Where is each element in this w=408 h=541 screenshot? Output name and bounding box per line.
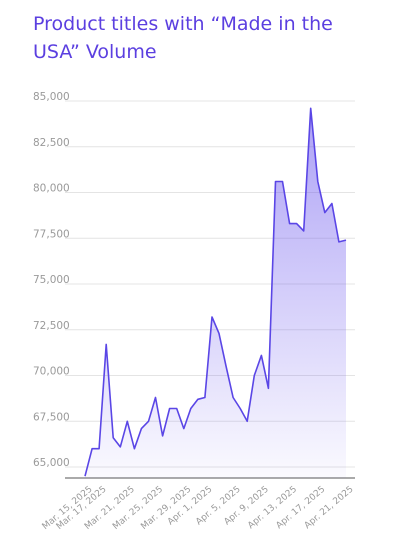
x-tick-label: Mar. 25, 2025 [111,485,165,532]
line [84,107,347,477]
y-tick-label: 75,000 [33,274,70,286]
y-tick-label: 85,000 [33,91,70,103]
y-tick-label: 82,500 [33,137,70,149]
x-tick-label: Apr. 17, 2025 [275,485,328,532]
area-fill [85,108,346,479]
y-tick-label: 67,500 [33,411,70,423]
y-tick-label: 72,500 [33,320,70,332]
chart-title: Product titles with “Made in the USA” Vo… [33,13,333,63]
x-tick-label: Apr. 13, 2025 [246,485,299,532]
y-tick-label: 80,000 [33,183,70,195]
x-tick-label: Apr. 21, 2025 [303,485,356,532]
y-tick-label: 77,500 [33,228,70,240]
y-tick-label: 70,000 [33,366,70,378]
y-tick-label: 65,000 [33,457,70,469]
